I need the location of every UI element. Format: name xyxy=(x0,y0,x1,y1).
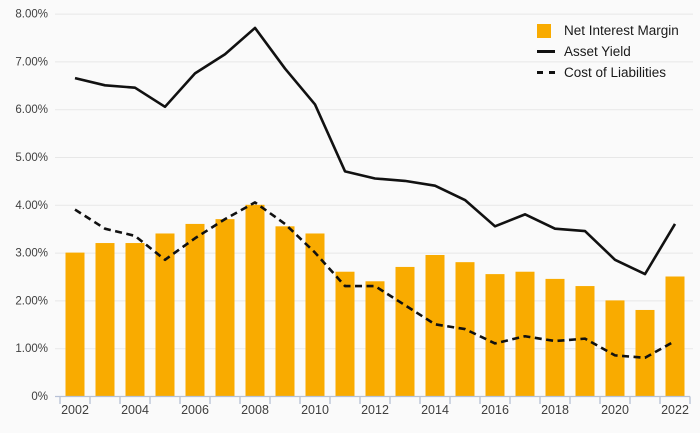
bar-2009 xyxy=(275,226,295,396)
bar-2005 xyxy=(155,233,175,396)
bar-2012 xyxy=(365,281,385,396)
bar-2011 xyxy=(335,271,355,396)
x-tick-label: 2012 xyxy=(361,403,389,417)
legend-label-net-interest-margin: Net Interest Margin xyxy=(564,23,679,38)
x-tick-label: 2014 xyxy=(421,403,449,417)
y-tick-label: 7.00% xyxy=(15,56,48,68)
bar-2021 xyxy=(635,309,655,396)
asset-yield-line xyxy=(74,26,677,276)
bar-2022 xyxy=(665,276,685,396)
y-tick-label: 1.00% xyxy=(15,343,48,355)
legend: Net Interest Margin Asset Yield Cost of … xyxy=(537,22,679,81)
bar-2019 xyxy=(575,286,595,396)
y-tick-label: 5.00% xyxy=(15,152,48,164)
x-tick-label: 2004 xyxy=(121,403,149,417)
nim-bars xyxy=(65,204,685,396)
x-tick-label: 2006 xyxy=(181,403,209,417)
y-tick-label: 3.00% xyxy=(15,248,48,260)
y-tick-label: 6.00% xyxy=(15,104,48,116)
y-tick-label: 8.00% xyxy=(15,9,48,21)
bar-2002 xyxy=(65,252,85,396)
y-axis-labels: 0% 1.00% 2.00% 3.00% 4.00% 5.00% 6.00% 7.00% 8.0… xyxy=(15,9,48,403)
bar-2016 xyxy=(485,274,505,396)
bar-2008 xyxy=(245,204,265,396)
x-tick-label: 2010 xyxy=(301,403,329,417)
net-interest-margin-swatch-icon xyxy=(537,23,551,38)
bar-2004 xyxy=(125,243,145,396)
x-axis xyxy=(55,395,691,404)
bar-2003 xyxy=(95,243,115,396)
bar-2006 xyxy=(185,223,205,396)
legend-item-cost-of-liabilities: Cost of Liabilities xyxy=(537,64,679,81)
legend-label-asset-yield: Asset Yield xyxy=(564,44,631,59)
legend-item-asset-yield: Asset Yield xyxy=(537,43,679,60)
x-tick-label: 2022 xyxy=(661,403,689,417)
y-tick-label: 2.00% xyxy=(15,295,48,307)
x-tick-label: 2008 xyxy=(241,403,269,417)
bar-2010 xyxy=(305,233,325,396)
x-axis-labels: 2002 2004 2006 2008 2010 2012 2014 2016 2018 2020… xyxy=(61,403,689,417)
y-tick-label: 4.00% xyxy=(15,200,48,212)
bar-2013 xyxy=(395,266,415,396)
legend-item-net-interest-margin: Net Interest Margin xyxy=(537,22,679,39)
asset-yield-line-icon xyxy=(537,50,555,53)
x-tick-label: 2016 xyxy=(481,403,509,417)
cost-of-liabilities-line xyxy=(74,201,676,360)
bar-2014 xyxy=(425,254,445,396)
bar-2017 xyxy=(515,271,535,396)
bar-2007 xyxy=(215,219,235,396)
x-tick-label: 2002 xyxy=(61,403,89,417)
bar-2018 xyxy=(545,278,565,396)
bar-2020 xyxy=(605,300,625,396)
x-tick-label: 2020 xyxy=(601,403,629,417)
legend-label-cost-of-liabilities: Cost of Liabilities xyxy=(564,65,667,80)
y-tick-label: 0% xyxy=(31,391,48,403)
x-tick-label: 2018 xyxy=(541,403,569,417)
cost-of-liabilities-line-icon xyxy=(537,71,555,74)
